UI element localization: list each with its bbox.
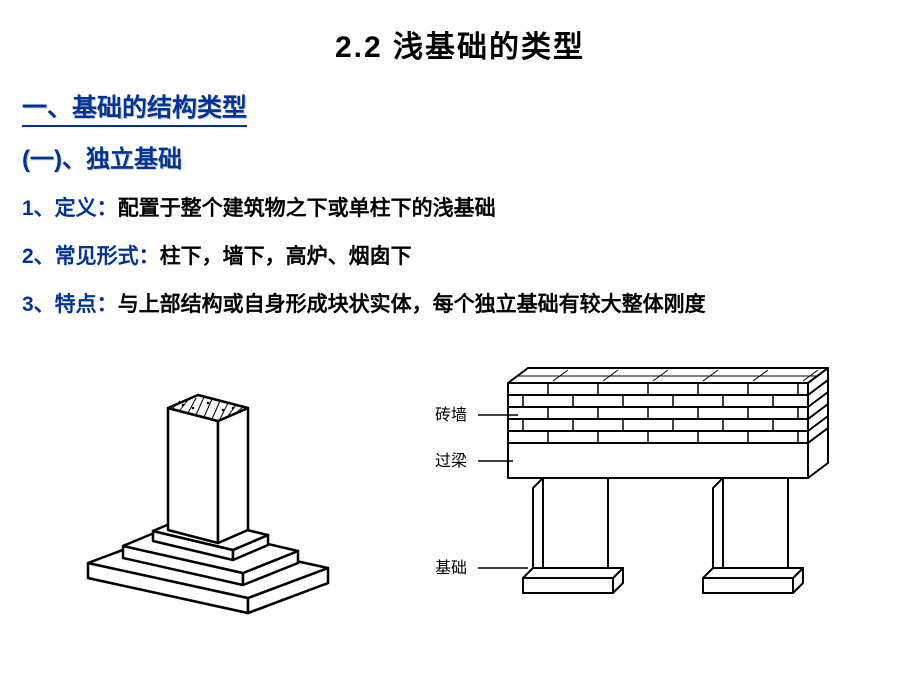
label-foundation: 基础: [435, 559, 467, 577]
item-3-num: 3、特点：: [22, 293, 118, 316]
item-2-num: 2、常见形式：: [22, 245, 160, 268]
label-lintel: 过梁: [435, 452, 467, 470]
diagram-stepped-foundation: [68, 353, 348, 623]
diagrams-row: 砖墙 过梁 基础: [0, 343, 920, 623]
item-1-text: 配置于整个建筑物之下或单柱下的浅基础: [118, 197, 496, 220]
item-2: 2、常见形式：柱下，墙下，高炉、烟囱下: [22, 240, 920, 270]
item-3: 3、特点：与上部结构或自身形成块状实体，每个独立基础有较大整体刚度: [22, 288, 920, 318]
heading1-text: 一、基础的结构类型: [22, 88, 247, 127]
heading-level-2: (一)、独立基础: [22, 139, 920, 174]
diagram-wall-foundation: 砖墙 过梁 基础: [423, 343, 853, 623]
item-1: 1、定义：配置于整个建筑物之下或单柱下的浅基础: [22, 192, 920, 222]
item-3-text: 与上部结构或自身形成块状实体，每个独立基础有较大整体刚度: [118, 293, 706, 316]
heading-level-1: 一、基础的结构类型: [0, 66, 920, 127]
item-2-text: 柱下，墙下，高炉、烟囱下: [160, 245, 412, 268]
page-title: 2.2 浅基础的类型: [0, 0, 920, 66]
item-1-num: 1、定义：: [22, 197, 118, 220]
label-brick-wall: 砖墙: [435, 406, 467, 424]
